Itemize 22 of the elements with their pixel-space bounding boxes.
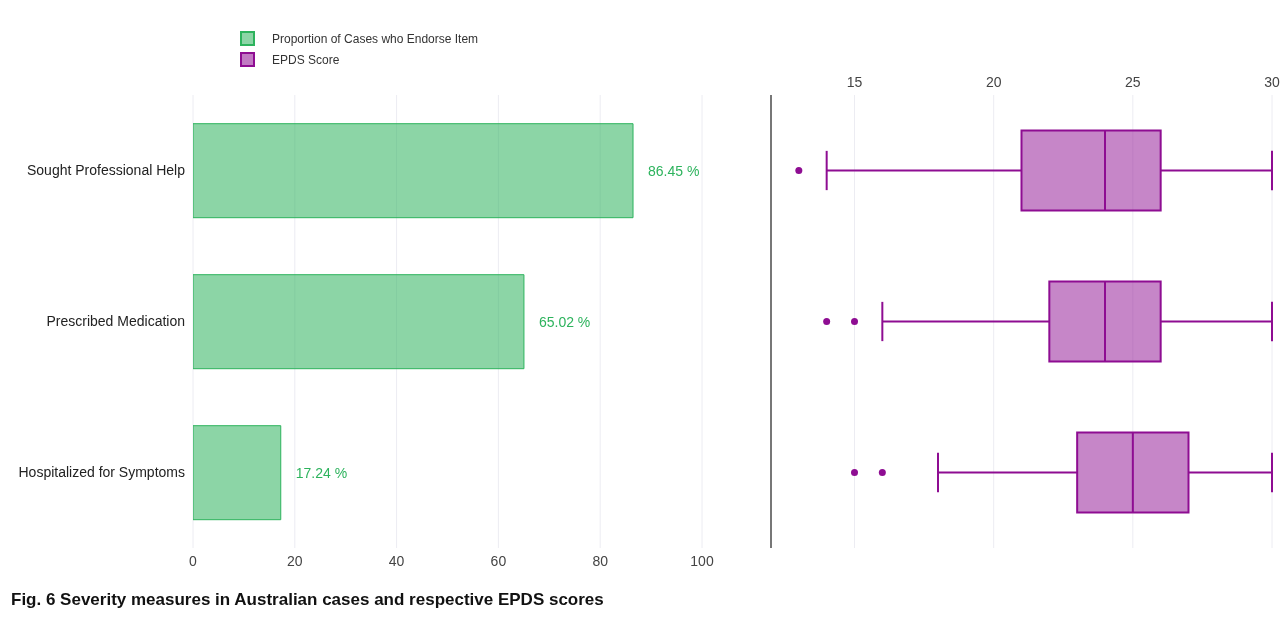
x-tick-label: 100 [690, 552, 714, 569]
x-tick-label: 0 [189, 552, 198, 569]
x-tick-label: 30 [1264, 74, 1280, 90]
bar [193, 274, 525, 370]
x-tick-label: 15 [846, 74, 863, 90]
x-tick-label: 40 [388, 552, 405, 569]
x-tick-label: 25 [1125, 74, 1141, 90]
x-tick-label: 20 [985, 74, 1002, 90]
legend-label: Proportion of Cases who Endorse Item [272, 31, 479, 46]
y-tick-label: Hospitalized for Symptoms [18, 464, 185, 481]
data-label: 17.24 % [295, 464, 348, 481]
x-tick-label: 80 [592, 552, 609, 569]
y-tick-label: Sought Professional Help [27, 162, 186, 179]
x-tick-label: 20 [287, 552, 303, 569]
text: Fig. 6 Severity measures in Australian cases and respective EPDS scores [11, 590, 604, 610]
legend-label: EPDS Score [272, 52, 340, 67]
x-tick-label: 60 [490, 552, 507, 569]
y-tick-label: Prescribed Medication [46, 313, 185, 330]
bar [193, 425, 282, 521]
data-label: 86.45 % [648, 162, 700, 179]
bar [193, 123, 634, 219]
data-label: 65.02 % [538, 313, 591, 330]
